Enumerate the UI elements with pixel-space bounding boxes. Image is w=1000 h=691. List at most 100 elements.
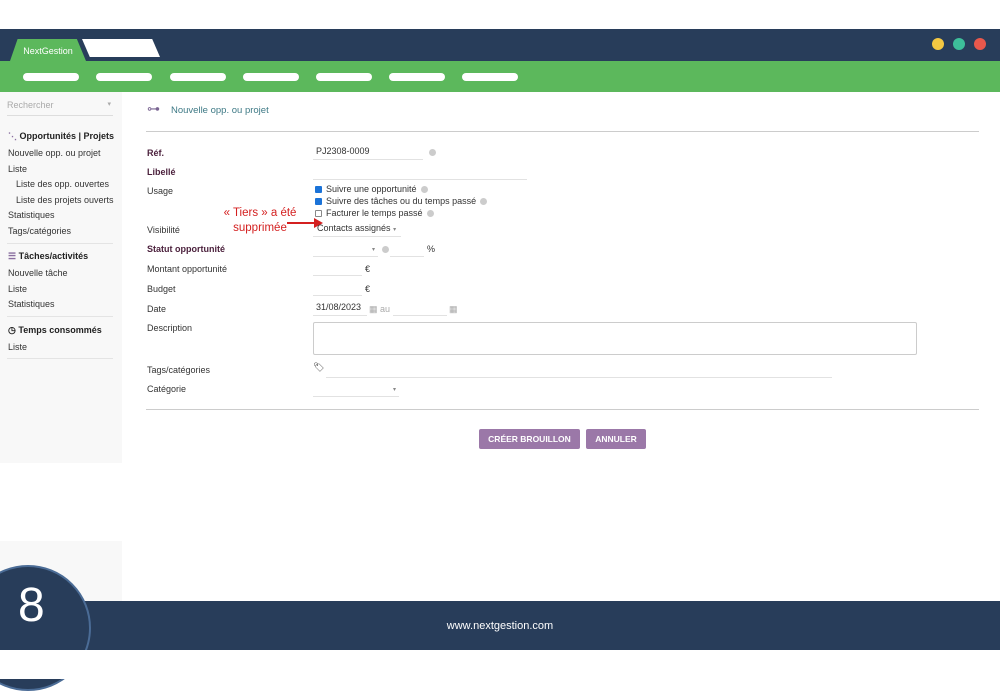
option-label: Suivre une opportunité [326,184,417,194]
divider [146,409,979,410]
checkbox-checked[interactable] [315,198,322,206]
montant-label: Montant opportunité [147,264,228,274]
sidebar-item[interactable]: Liste [8,342,28,352]
calendar-icon[interactable]: ▦ [449,304,458,314]
arrow-icon [287,218,323,228]
annotation-line: « Tiers » a été [223,207,297,219]
chevron-down-icon: ▾ [392,387,396,393]
divider [7,316,113,317]
nav-item[interactable] [316,73,372,81]
budget-label: Budget [147,284,176,294]
section-title: Tâches/activités [18,251,89,261]
calendar-icon[interactable]: ▦ [369,304,378,314]
description-label: Description [147,323,193,333]
search-input[interactable]: Rechercher ▾ [7,100,113,116]
divider [7,358,113,359]
sidebar-section-projects[interactable]: ⋱ Opportunités | Projets [8,131,114,142]
sidebar-item[interactable]: Statistiques [8,299,55,309]
usage-option[interactable]: Suivre des tâches ou du temps passé [315,196,488,206]
nav-item[interactable] [23,73,79,81]
sidebar-item[interactable]: Liste [8,284,28,294]
footer [0,601,1000,650]
currency-unit: € [365,284,371,294]
sidebar-item[interactable]: Tags/catégories [8,226,72,236]
sidebar-item[interactable]: Liste des opp. ouvertes [16,179,110,189]
annotation-line: supprimée [233,222,287,234]
ref-input[interactable]: PJ2308-0009 [313,146,423,160]
libelle-input[interactable] [313,166,527,180]
visibilite-select[interactable]: Contacts assignés ▾ [313,223,401,237]
cancel-button[interactable]: ANNULER [586,429,646,449]
chevron-down-icon: ▾ [107,101,111,108]
usage-label: Usage [147,186,174,196]
info-icon [480,198,488,206]
budget-input[interactable] [313,282,362,296]
nav-item[interactable] [96,73,152,81]
usage-option[interactable]: Facturer le temps passé [315,208,434,218]
nav-item[interactable] [462,73,518,81]
option-label: Facturer le temps passé [326,208,423,218]
chevron-down-icon: ▾ [393,227,397,233]
tab-nextgestion[interactable]: NextGestion [10,39,86,61]
page-title: Nouvelle opp. ou projet [171,105,269,116]
checkbox-unchecked[interactable] [315,210,322,218]
usage-option[interactable]: Suivre une opportunité [315,184,428,194]
statut-select[interactable]: ▾ [313,243,378,257]
sidebar-section-tasks[interactable]: ☰ Tâches/activités [8,251,88,262]
date-to-label: au [380,304,391,314]
maximize-dot[interactable] [953,38,965,50]
close-dot[interactable] [974,38,986,50]
libelle-label: Libellé [147,167,176,177]
info-icon [426,210,434,218]
date-label: Date [147,304,167,314]
montant-input[interactable] [313,262,362,276]
sidebar-item[interactable]: Nouvelle opp. ou projet [8,148,101,158]
divider [7,243,113,244]
bottom-margin [0,650,1000,679]
chevron-down-icon: ▾ [371,247,375,253]
section-title: Opportunités | Projets [19,131,115,141]
categorie-select[interactable]: ▾ [313,383,399,397]
section-title: Temps consommés [18,325,102,335]
sidebar-section-time[interactable]: ◷ Temps consommés [8,325,102,336]
info-icon [382,246,389,253]
search-placeholder: Rechercher [7,100,54,110]
date-end-input[interactable] [393,302,447,316]
select-value: Contacts assignés [317,223,391,233]
sidebar-item[interactable]: Statistiques [8,210,55,220]
statut-label: Statut opportunité [147,244,225,254]
project-icon: ⊶ [147,101,160,116]
description-textarea[interactable] [313,322,917,355]
nav-item[interactable] [243,73,299,81]
window-header [0,29,1000,61]
tag-icon: 🏷 [313,362,325,372]
nav-item[interactable] [389,73,445,81]
sidebar-item[interactable]: Nouvelle tâche [8,268,68,278]
sidebar [0,92,122,463]
sidebar-item[interactable]: Liste [8,164,28,174]
tab-blank[interactable] [82,39,160,57]
categorie-label: Catégorie [147,384,187,394]
currency-unit: € [365,264,371,274]
clock-icon: ◷ [8,325,19,335]
percent-unit: % [427,244,436,254]
step-number: 8 [18,579,45,632]
tasks-icon: ☰ [8,251,19,261]
percent-input[interactable] [390,243,424,257]
footer-url[interactable]: www.nextgestion.com [446,620,554,632]
sidebar-item[interactable]: Liste des projets ouverts [16,195,114,205]
project-icon: ⋱ [8,131,20,141]
info-icon [420,186,428,194]
tags-input[interactable] [326,364,832,378]
annotation: « Tiers » a été supprimée [205,206,315,236]
minimize-dot[interactable] [932,38,944,50]
date-start-input[interactable]: 31/08/2023 [313,302,367,316]
info-icon [429,149,436,156]
create-draft-button[interactable]: CRÉER BROUILLON [479,429,580,449]
nav-item[interactable] [170,73,226,81]
checkbox-checked[interactable] [315,186,322,194]
tags-label: Tags/catégories [147,365,211,375]
visibilite-label: Visibilité [147,225,180,235]
option-label: Suivre des tâches ou du temps passé [326,196,477,206]
divider [146,131,979,132]
